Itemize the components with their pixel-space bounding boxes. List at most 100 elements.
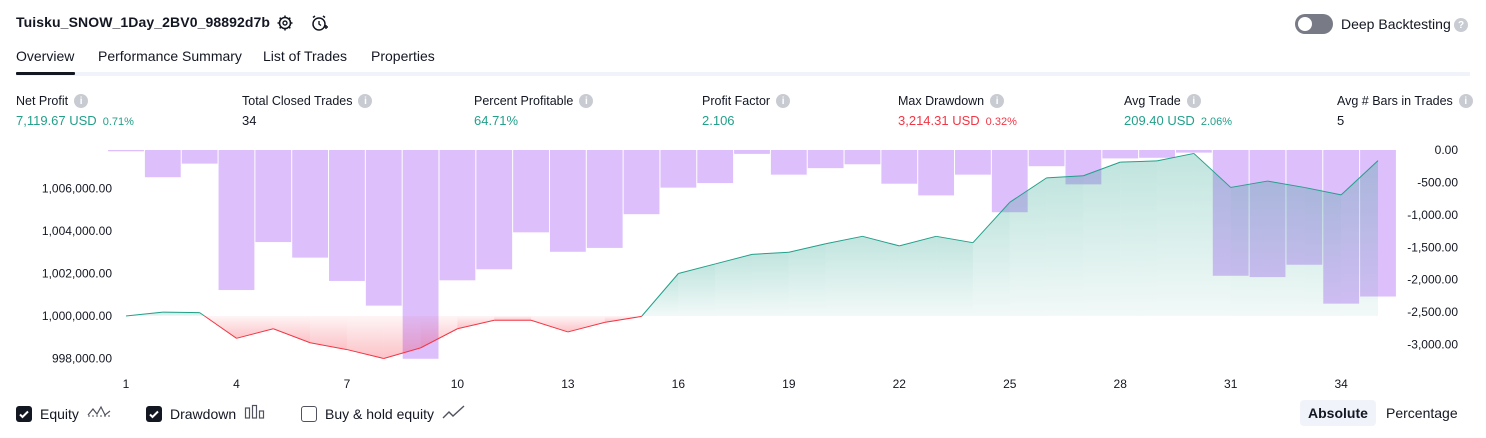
x-axis-tick: 25 [1003,377,1017,391]
x-axis-tick: 28 [1114,377,1128,391]
equity-area-segment [752,252,789,316]
drawdown-bar [1139,150,1175,158]
x-axis-tick: 4 [233,377,240,391]
equity-area [126,153,1378,359]
equity-line-segment [1046,175,1084,179]
metric-avg-trade-value: 209.40 USD 2.06% [1124,113,1233,128]
metric-percent-profitable-label: Percent Profitable i [474,94,594,108]
metric-max-drawdown-value: 3,214.31 USD 0.32% [898,113,1017,128]
tab-list-of-trades[interactable]: List of Trades [263,48,348,64]
equity-area-segment [936,236,973,316]
drawdown-bar [365,150,402,306]
x-axis-tick: 16 [672,377,686,391]
equity-line-segment [567,321,605,333]
equity-area-segment [715,254,752,316]
tab-properties[interactable]: Properties [371,48,435,64]
left-axis-tick: 998,000.00 [52,352,112,366]
right-axis: 0.00 -500.00 -1,000.00 -1,500.00 -2,000.00 -2… [1407,143,1458,352]
buy-hold-line-icon [442,404,466,423]
equity-line-segment [310,342,348,351]
drawdown-bar [513,150,549,233]
percentage-scale-button[interactable]: Percentage [1386,405,1458,421]
info-icon[interactable]: i [776,94,791,108]
equity-checkbox[interactable] [16,405,32,422]
equity-line-segment [125,311,163,317]
deep-backtesting-toggle[interactable] [1295,14,1333,34]
right-axis-tick: -3,000.00 [1407,338,1458,352]
x-axis-tick: 19 [782,377,796,391]
help-icon[interactable]: ? [1454,18,1468,32]
settings-gear-icon[interactable] [274,12,296,34]
drawdown-bar [439,150,476,281]
equity-line-segment [1193,153,1232,188]
equity-line-segment [604,315,642,323]
equity-area-segment [899,236,937,316]
equity-area-segment [1120,160,1158,316]
equity-line-icon [87,404,111,423]
metric-avg-bars-value: 5 [1337,113,1345,128]
equity-drawdown-chart[interactable]: 998,000.00 1,000,000.00 1,002,000.00 1,004,… [0,0,1486,400]
tab-overview[interactable]: Overview [16,48,75,64]
buy-hold-checkbox[interactable] [301,405,317,422]
x-axis-tick: 1 [123,377,130,391]
equity-line-segment [1267,180,1305,188]
equity-area-segment [1157,153,1194,316]
equity-area-segment [1046,175,1084,316]
legend-buy-hold-equity[interactable]: Buy & hold equity [301,404,466,423]
metric-net-profit-label: Net Profit i [16,94,89,108]
x-axis-tick: 34 [1334,377,1348,391]
metric-total-closed-trades-label: Total Closed Trades i [242,94,373,108]
left-axis-tick: 1,002,000.00 [42,267,112,281]
legend-drawdown[interactable]: Drawdown [146,404,266,423]
equity-area-segment [1193,153,1231,316]
equity-area-segment [825,236,863,316]
equity-line-segment [204,315,237,339]
equity-line-segment [236,328,274,339]
equity-line-segment [383,347,421,359]
right-axis-tick: -2,500.00 [1407,305,1458,319]
equity-area-segment [310,316,347,350]
equity-area-segment [1304,187,1342,316]
equity-area-segment [567,316,605,332]
drawdown-bar [734,150,770,154]
metric-max-drawdown-label: Max Drawdown i [898,94,1005,108]
legend-equity[interactable]: Equity [16,404,111,423]
right-axis-tick: -500.00 [1417,175,1458,189]
equity-area-segment [678,263,716,316]
metric-avg-bars-label: Avg # Bars in Trades i [1337,94,1473,108]
equity-area-segment [1083,162,1121,316]
tab-performance-summary[interactable]: Performance Summary [98,48,242,64]
drawdown-bar [292,150,329,258]
drawdown-bar [1175,150,1212,153]
x-axis-tick: 7 [344,377,351,391]
drawdown-bar [181,150,218,164]
drawdown-bar [660,150,697,188]
metric-net-profit-value: 7,119.67 USD 0.71% [16,113,134,128]
info-icon[interactable]: i [990,94,1005,108]
left-axis-tick: 1,004,000.00 [42,224,112,238]
equity-area-segment [494,316,532,321]
toggle-knob [1298,17,1312,31]
strategy-title: Tuisku_SNOW_1Day_2BV0_98892d7b [16,14,271,30]
info-icon[interactable]: i [1186,94,1201,108]
info-icon[interactable]: i [1458,94,1473,108]
info-icon[interactable]: i [579,94,594,108]
equity-line-segment [346,349,384,359]
equity-area-segment [1230,181,1268,316]
equity-line-segment [899,235,937,247]
drawdown-checkbox[interactable] [146,405,162,422]
equity-area-segment [972,202,1010,316]
metric-percent-profitable-value: 64.71% [474,113,519,128]
equity-line-segment [972,201,1011,244]
absolute-scale-button[interactable]: Absolute [1300,400,1376,426]
info-icon[interactable]: i [358,94,373,108]
right-axis-tick: 0.00 [1435,143,1459,157]
drawdown-bar [586,150,623,248]
x-axis-tick: 22 [893,377,907,391]
equity-line-segment [1083,161,1121,177]
info-icon[interactable]: i [74,94,89,108]
drawdown-bar [549,150,586,252]
x-axis-tick: 13 [561,377,575,391]
x-axis-tick: 10 [451,377,465,391]
add-alert-clock-icon[interactable] [308,12,330,34]
